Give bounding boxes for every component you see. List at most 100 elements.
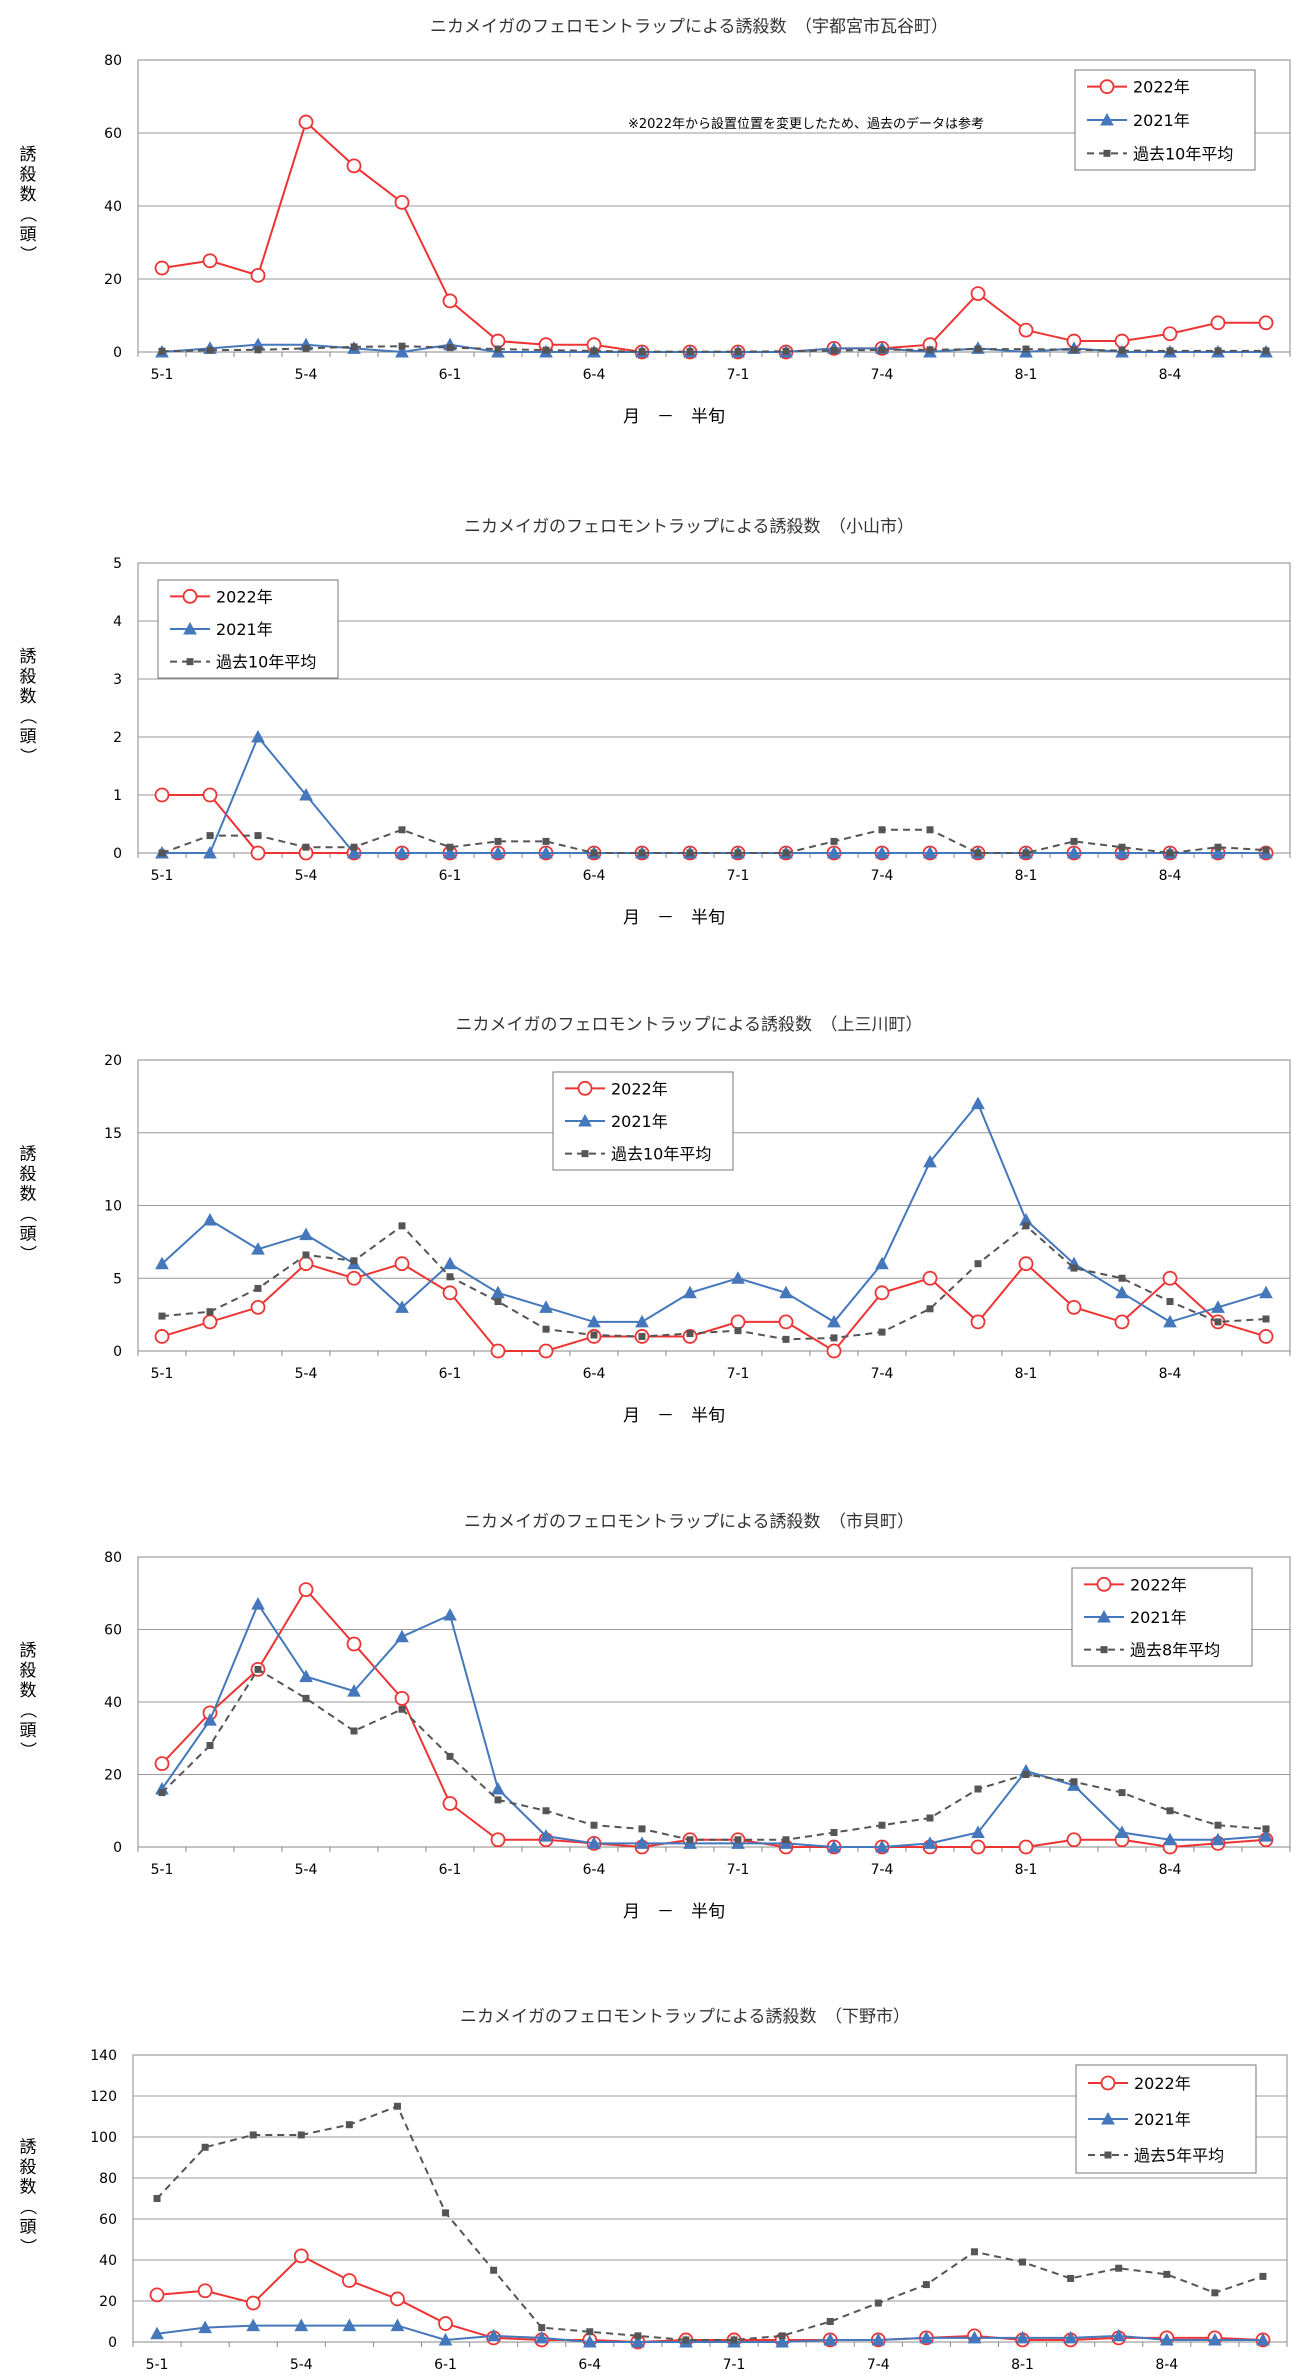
y-tick-label: 0: [113, 1344, 122, 1360]
data-point: [1070, 837, 1078, 845]
data-point: [534, 2330, 549, 2344]
data-point: [1214, 1318, 1222, 1326]
x-tick-label: 8-1: [1015, 868, 1038, 884]
y-axis-label: 誘殺数（ 頭）: [17, 1145, 37, 1263]
data-point: [345, 2121, 353, 2129]
data-point: [206, 1308, 214, 1316]
data-point: [390, 2291, 405, 2307]
data-point: [542, 346, 550, 354]
data-point: [298, 1582, 314, 1598]
data-point: [1070, 1264, 1078, 1272]
chart-title: ニカメイガのフェロモントラップによる誘殺数 （宇都宮市瓦谷町）: [430, 17, 948, 37]
data-point: [638, 1332, 646, 1340]
y-tick-label: 40: [104, 1695, 122, 1711]
data-point: [686, 849, 694, 857]
svg-text:）: ）: [17, 246, 37, 263]
data-point: [590, 1821, 598, 1829]
svg-text:（: （: [17, 708, 37, 725]
x-axis-label: 月 － 半旬: [623, 1406, 725, 1426]
legend-marker: [1096, 1576, 1112, 1592]
data-point: [245, 2295, 261, 2311]
data-point: [878, 346, 886, 354]
data-point: [302, 344, 310, 352]
data-point: [297, 2131, 305, 2139]
data-point: [782, 1335, 790, 1343]
y-tick-label: 5: [113, 556, 122, 572]
svg-text:数: 数: [20, 185, 37, 205]
x-tick-label: 6-4: [583, 1366, 606, 1382]
x-tick-label: 7-4: [871, 367, 894, 383]
svg-text:数: 数: [20, 1185, 37, 1205]
data-point: [1066, 1299, 1082, 1315]
y-tick-label: 60: [104, 1623, 122, 1639]
data-point: [731, 1271, 745, 1284]
data-point: [158, 347, 166, 355]
y-tick-label: 0: [108, 2335, 117, 2351]
legend-entry: 過去5年平均: [1134, 2146, 1224, 2165]
data-point: [299, 787, 313, 801]
y-tick-label: 60: [99, 2212, 117, 2228]
data-point: [778, 1314, 794, 1330]
series-line-2: [156, 2324, 1263, 2343]
data-point: [154, 260, 170, 276]
y-tick-label: 0: [113, 1840, 122, 1856]
data-point: [398, 1705, 406, 1713]
series-line-3: [161, 1668, 1267, 1841]
data-point: [446, 1273, 454, 1281]
x-tick-label: 5-4: [295, 367, 318, 383]
data-point: [734, 348, 742, 356]
x-tick-label: 8-4: [1159, 367, 1182, 383]
data-point: [250, 1299, 266, 1315]
x-tick-label: 7-1: [727, 1862, 750, 1878]
data-point: [251, 1242, 265, 1255]
data-point: [778, 2332, 786, 2340]
data-point: [830, 1334, 838, 1342]
data-point: [342, 2318, 357, 2332]
data-point: [1262, 1315, 1270, 1323]
data-point: [299, 1669, 313, 1683]
svg-text:（: （: [17, 2198, 37, 2215]
data-point: [539, 845, 553, 859]
data-point: [198, 2320, 212, 2334]
data-point: [350, 1257, 358, 1265]
data-point: [438, 2332, 453, 2346]
data-point: [1166, 849, 1174, 857]
svg-text:数: 数: [20, 1681, 37, 1701]
data-point: [538, 1343, 554, 1359]
y-tick-label: 80: [104, 53, 122, 69]
x-tick-label: 5-4: [295, 1366, 318, 1382]
x-tick-label: 8-1: [1011, 2357, 1034, 2373]
data-point: [923, 845, 937, 859]
x-tick-label: 6-4: [583, 367, 606, 383]
data-point: [730, 2336, 738, 2344]
data-point: [542, 1325, 550, 1333]
data-point: [1214, 843, 1222, 851]
y-tick-label: 100: [90, 2130, 117, 2146]
data-point: [919, 2330, 934, 2344]
data-point: [827, 845, 841, 859]
legend-marker: [183, 621, 197, 635]
data-point: [779, 1285, 793, 1299]
data-point: [299, 1227, 313, 1241]
data-point: [250, 267, 266, 283]
data-point: [922, 2281, 930, 2289]
legend-marker: [1100, 112, 1114, 126]
data-point: [1166, 1298, 1174, 1306]
data-point: [826, 2318, 834, 2325]
chart-3: ニカメイガのフェロモントラップによる誘殺数 （上三川町） 0 5 10 15 20 5-1 5…: [17, 1015, 1291, 1426]
data-point: [1259, 1285, 1273, 1299]
data-point: [302, 1251, 310, 1259]
data-point: [1118, 1274, 1126, 1282]
x-tick-label: 7-4: [871, 1366, 894, 1382]
svg-text:数: 数: [20, 687, 37, 707]
data-point: [1114, 1314, 1130, 1330]
svg-text:頭: 頭: [20, 727, 37, 747]
x-tick-label: 7-1: [727, 868, 750, 884]
legend-entry: 2021年: [1134, 2110, 1191, 2129]
x-tick-label: 8-4: [1155, 2357, 1178, 2373]
x-tick-label: 8-1: [1015, 1366, 1038, 1382]
data-point: [775, 2334, 789, 2348]
y-tick-label: 60: [104, 126, 122, 142]
